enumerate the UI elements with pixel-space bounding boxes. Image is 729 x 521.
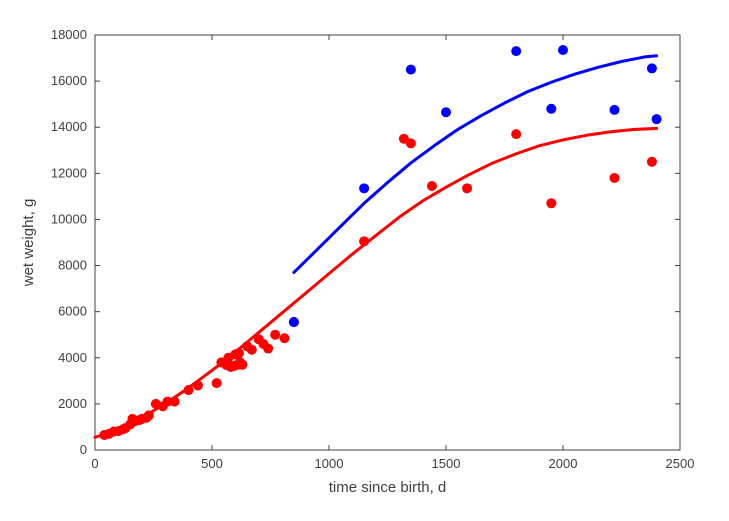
- data-point-red: [184, 385, 194, 395]
- chart-container: { "chart": { "type": "scatter-with-fit-l…: [0, 0, 729, 521]
- x-axis-label: time since birth, d: [329, 479, 447, 496]
- fit-curve-red: [95, 128, 657, 437]
- data-point-blue: [558, 45, 568, 55]
- data-point-red: [234, 348, 244, 358]
- y-tick-label: 14000: [51, 119, 87, 134]
- data-point-red: [193, 380, 203, 390]
- data-point-red: [406, 138, 416, 148]
- fit-curve-blue: [294, 56, 657, 273]
- data-point-blue: [441, 107, 451, 117]
- data-point-red: [609, 173, 619, 183]
- data-point-blue: [652, 114, 662, 124]
- data-point-red: [144, 410, 154, 420]
- data-point-red: [247, 345, 257, 355]
- data-point-blue: [511, 46, 521, 56]
- x-tick-label: 1000: [315, 456, 344, 471]
- x-tick-label: 2000: [549, 456, 578, 471]
- data-point-red: [546, 198, 556, 208]
- y-tick-label: 6000: [58, 304, 87, 319]
- data-point-red: [270, 330, 280, 340]
- data-point-red: [647, 157, 657, 167]
- data-point-blue: [289, 317, 299, 327]
- data-point-red: [280, 333, 290, 343]
- data-point-red: [359, 236, 369, 246]
- y-tick-label: 8000: [58, 258, 87, 273]
- y-tick-label: 0: [80, 442, 87, 457]
- y-tick-label: 10000: [51, 211, 87, 226]
- data-point-blue: [546, 104, 556, 114]
- data-point-red: [263, 344, 273, 354]
- data-point-blue: [359, 183, 369, 193]
- data-point-red: [170, 397, 180, 407]
- x-tick-label: 2500: [666, 456, 695, 471]
- data-point-red: [237, 360, 247, 370]
- data-point-red: [212, 378, 222, 388]
- scatter-plot: 0 500 1000 1500 2000 2500 0 2000 4000 6000 8000 100…: [0, 0, 729, 521]
- data-point-blue: [647, 63, 657, 73]
- plot-box: [95, 35, 680, 450]
- y-tick-label: 16000: [51, 73, 87, 88]
- data-point-blue: [609, 105, 619, 115]
- data-point-blue: [406, 65, 416, 75]
- data-point-red: [511, 129, 521, 139]
- data-point-red: [427, 181, 437, 191]
- y-tick-label: 12000: [51, 165, 87, 180]
- y-tick-label: 2000: [58, 396, 87, 411]
- x-tick-label: 500: [201, 456, 223, 471]
- data-point-red: [462, 183, 472, 193]
- x-tick-label: 1500: [432, 456, 461, 471]
- y-tick-label: 18000: [51, 27, 87, 42]
- y-tick-label: 4000: [58, 350, 87, 365]
- y-axis-label: wet weight, g: [20, 199, 37, 288]
- x-tick-label: 0: [91, 456, 98, 471]
